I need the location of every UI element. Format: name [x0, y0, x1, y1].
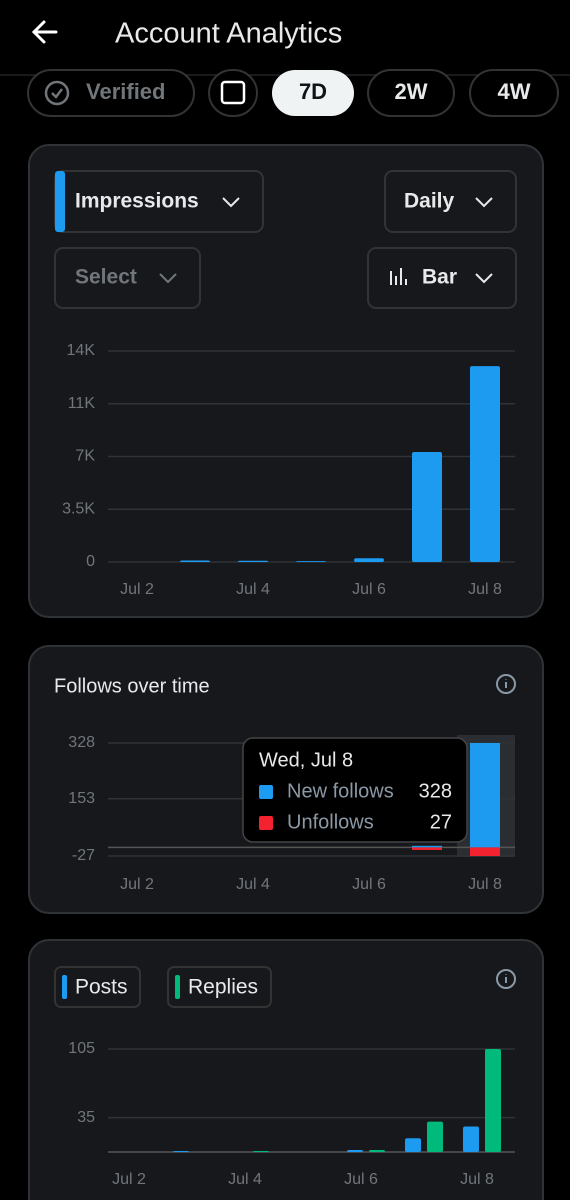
bar — [427, 1121, 443, 1152]
legend-label: Posts — [75, 976, 128, 999]
info-icon[interactable] — [496, 969, 516, 989]
bar — [173, 1151, 189, 1152]
chevron — [159, 273, 177, 284]
card-title: Follows over time — [54, 675, 210, 697]
chip[interactable] — [367, 69, 455, 117]
tooltip-label: Unfollows — [287, 811, 374, 833]
chevron — [475, 197, 493, 208]
bar — [485, 1049, 501, 1152]
x-tick-label: Jul 6 — [352, 876, 386, 893]
calendar-icon — [220, 80, 246, 105]
bar — [238, 560, 268, 562]
info-icon[interactable] — [496, 674, 516, 694]
x-tick-label: Jul 8 — [468, 581, 502, 598]
bar — [470, 743, 500, 848]
chip-label: 4W — [498, 79, 531, 104]
verified-chip[interactable] — [27, 69, 195, 117]
y-tick-label: 105 — [68, 1040, 95, 1057]
x-tick-label: Jul 8 — [468, 876, 502, 893]
y-tick-label: 153 — [68, 790, 95, 807]
y-tick-label: 14K — [67, 342, 96, 359]
back-button[interactable] — [31, 20, 58, 44]
dropdown-label: Impressions — [75, 190, 199, 213]
page-title: Account Analytics — [115, 18, 342, 50]
y-tick-label: 7K — [75, 448, 95, 465]
chip-label: 2W — [395, 79, 428, 104]
tooltip — [242, 737, 468, 843]
bar — [180, 560, 210, 562]
legend-chip[interactable] — [54, 966, 141, 1008]
bar — [354, 558, 384, 562]
compare-dropdown[interactable] — [54, 247, 201, 309]
bar — [412, 451, 442, 562]
x-tick-label: Jul 2 — [112, 1171, 146, 1188]
x-tick-label: Jul 2 — [120, 581, 154, 598]
x-tick-label: Jul 4 — [228, 1171, 262, 1188]
calendar-chip[interactable] — [208, 69, 258, 117]
y-tick-label: 11K — [68, 395, 96, 412]
tooltip-value: 328 — [419, 780, 452, 802]
bar-icon — [390, 268, 407, 285]
chip-selected[interactable] — [272, 70, 354, 116]
x-tick-label: Jul 6 — [344, 1171, 378, 1188]
verified-icon — [44, 80, 70, 106]
chip[interactable] — [469, 69, 559, 117]
bar — [412, 847, 442, 850]
legend-swatch — [62, 975, 67, 999]
y-tick-label: 3.5K — [62, 500, 95, 517]
chip-label: Verified — [86, 79, 165, 104]
tooltip-swatch — [259, 785, 273, 799]
bar — [405, 1138, 421, 1152]
chevron — [475, 273, 493, 284]
x-tick-label: Jul 2 — [120, 876, 154, 893]
bar — [463, 1126, 479, 1152]
x-tick-label: Jul 6 — [352, 581, 386, 598]
posts-card — [28, 939, 544, 1200]
legend-chip[interactable] — [167, 966, 272, 1008]
y-tick-label: 0 — [86, 553, 95, 570]
dropdown-label: Daily — [404, 190, 455, 213]
y-tick-label: 328 — [68, 734, 95, 751]
tooltip-title: Wed, Jul 8 — [259, 749, 353, 771]
legend-label: Replies — [188, 976, 258, 999]
tooltip-value: 27 — [430, 811, 452, 833]
dropdown-label: Bar — [422, 266, 457, 289]
y-tick-label: -27 — [72, 847, 95, 864]
legend-swatch — [175, 975, 180, 999]
bar — [369, 1150, 385, 1152]
dropdown-label: Select — [75, 266, 137, 289]
chart-type-dropdown[interactable] — [367, 247, 517, 309]
bar — [253, 1151, 269, 1152]
chip-label: 7D — [299, 79, 327, 104]
bar — [470, 847, 500, 856]
interval-dropdown[interactable] — [384, 170, 517, 233]
bar — [412, 845, 442, 848]
bar — [347, 1150, 363, 1152]
metric-color — [55, 171, 65, 232]
x-tick-label: Jul 4 — [236, 876, 270, 893]
bar — [470, 366, 500, 562]
tooltip-label: New follows — [287, 780, 394, 802]
x-tick-label: Jul 4 — [236, 581, 270, 598]
x-tick-label: Jul 8 — [460, 1171, 494, 1188]
y-tick-label: 35 — [77, 1109, 95, 1126]
tooltip-swatch — [259, 816, 273, 830]
bar — [296, 561, 326, 562]
chevron — [222, 197, 240, 208]
check-icon — [51, 88, 63, 99]
